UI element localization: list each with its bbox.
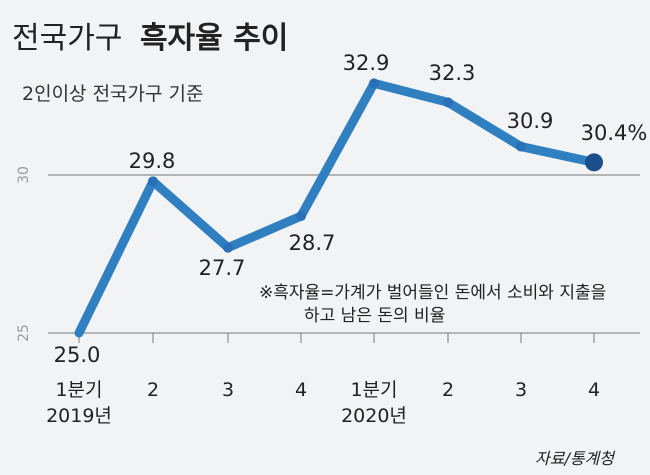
data-label-2: 27.7 <box>199 256 246 280</box>
chart-title-bold: 흑자율 추이 <box>140 21 288 56</box>
series-line <box>74 78 599 338</box>
chart-title: 전국가구 흑자율 추이 <box>12 21 288 56</box>
data-point-4 <box>369 78 379 89</box>
source-label: 자료/통계청 <box>535 449 616 468</box>
x-axis-layer: 1분기 2019년 2 3 4 1분기 2020년 2 3 4 <box>46 379 600 427</box>
x-tick-label-5: 2 <box>442 379 454 401</box>
note-line-1: ※흑자율=가계가 벌어들인 돈에서 소비와 지출을 <box>259 283 606 303</box>
x-year-label-0: 2019년 <box>46 405 112 427</box>
data-point-3 <box>296 211 306 222</box>
x-tick-label-2: 3 <box>222 379 234 401</box>
data-label-6: 30.9 <box>507 109 554 133</box>
note-line-2: 하고 남은 돈의 비율 <box>304 306 445 326</box>
series-layer <box>74 78 603 338</box>
x-tick-label-6: 3 <box>515 379 527 401</box>
tick-layer: 25 30 <box>16 166 32 342</box>
data-label-layer: 25.0 29.8 27.7 28.7 32.9 32.3 30.9 30.4% <box>54 51 648 367</box>
x-tick-label-1: 2 <box>147 379 159 401</box>
y-tick-label-25: 25 <box>16 324 32 342</box>
data-label-7: 30.4% <box>581 121 648 145</box>
data-label-1: 29.8 <box>129 149 176 173</box>
y-tick-label-30: 30 <box>16 166 32 184</box>
data-label-3: 28.7 <box>289 231 336 255</box>
chart-title-light: 전국가구 <box>12 21 122 56</box>
data-point-1 <box>148 176 158 187</box>
data-point-5 <box>443 97 453 108</box>
data-label-5: 32.3 <box>429 61 476 85</box>
data-point-7 <box>585 153 603 172</box>
data-point-2 <box>223 242 233 253</box>
x-tick-label-3: 4 <box>295 379 307 401</box>
x-year-label-4: 2020년 <box>341 405 407 427</box>
data-label-0: 25.0 <box>54 343 101 367</box>
grid-layer <box>48 174 640 343</box>
x-tick-label-4: 1분기 <box>350 379 397 401</box>
chart-subtitle: 2인이상 전국가구 기준 <box>22 83 204 105</box>
x-tick-label-0: 1분기 <box>55 379 102 401</box>
x-tick-label-7: 4 <box>588 379 600 401</box>
data-point-6 <box>516 141 526 152</box>
data-label-4: 32.9 <box>343 51 390 75</box>
